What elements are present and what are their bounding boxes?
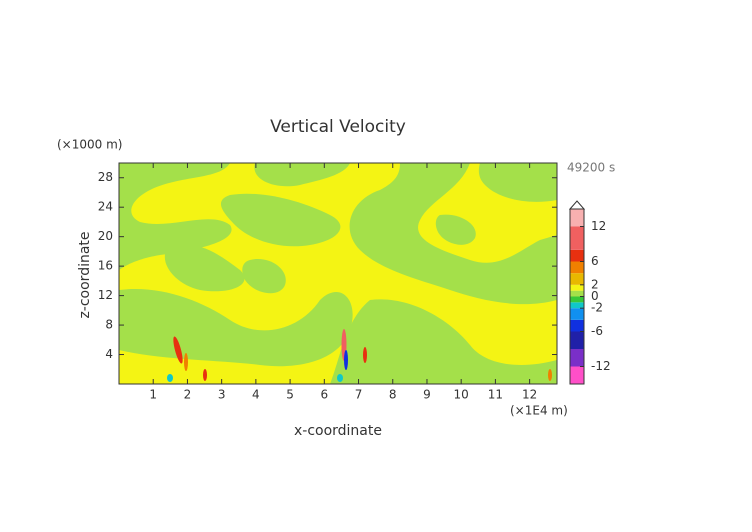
x-tick-label: 8 <box>389 388 397 402</box>
colorbar-tick-label: 12 <box>591 219 606 233</box>
colorbar-band <box>570 226 584 250</box>
x-tick-label: 3 <box>218 388 226 402</box>
y-tick-label: 28 <box>98 170 113 184</box>
x-unit: (×1E4 m) <box>510 404 568 418</box>
colorbar-band <box>570 273 584 285</box>
x-tick-label: 6 <box>320 388 328 402</box>
colorbar-tick-label: -2 <box>591 301 603 315</box>
x-tick-label: 11 <box>488 388 503 402</box>
colorbar-band <box>570 349 584 367</box>
colorbar-band <box>570 319 584 332</box>
colorbar-band <box>570 331 584 349</box>
colorbar-tick-label: -12 <box>591 359 611 373</box>
colorbar-arrow <box>568 200 586 210</box>
y-tick-label: 4 <box>105 347 113 361</box>
time-label: 49200 s <box>567 161 615 175</box>
x-tick-label: 1 <box>149 388 157 402</box>
x-tick-label: 9 <box>423 388 431 402</box>
chart-title: Vertical Velocity <box>270 117 406 137</box>
colorbar-band <box>570 249 584 262</box>
colorbar-band <box>570 302 584 309</box>
colorbar-tick-label: -6 <box>591 324 603 338</box>
colorbar-tick-label: 6 <box>591 254 599 268</box>
y-axis-label: z-coordinate <box>77 231 93 318</box>
colorbar-tick-label: 2 <box>591 277 599 291</box>
colorbar-band <box>570 290 584 297</box>
contour-field <box>119 163 557 384</box>
field-regions <box>119 163 557 384</box>
y-unit: (×1000 m) <box>57 138 122 152</box>
field-streaks <box>167 329 552 382</box>
x-tick-label: 5 <box>286 388 294 402</box>
colorbar-tick-label: 0 <box>591 289 599 303</box>
x-tick-label: 7 <box>355 388 363 402</box>
colorbar-band <box>570 284 584 291</box>
colorbar-band <box>570 366 584 384</box>
colorbar-band <box>570 308 584 320</box>
colorbar-band <box>570 261 584 274</box>
plot-frame <box>118 162 558 385</box>
y-tick-label: 16 <box>98 259 113 273</box>
y-tick-label: 12 <box>98 288 113 302</box>
y-tick-label: 8 <box>105 318 113 332</box>
x-tick-label: 12 <box>522 388 537 402</box>
y-tick-label: 24 <box>98 200 113 214</box>
colorbar-band <box>570 209 584 227</box>
x-tick-label: 2 <box>184 388 192 402</box>
x-axis-label: x-coordinate <box>294 423 382 439</box>
colorbar-band <box>570 296 584 303</box>
y-tick-label: 20 <box>98 229 113 243</box>
x-tick-label: 10 <box>454 388 469 402</box>
x-tick-label: 4 <box>252 388 260 402</box>
